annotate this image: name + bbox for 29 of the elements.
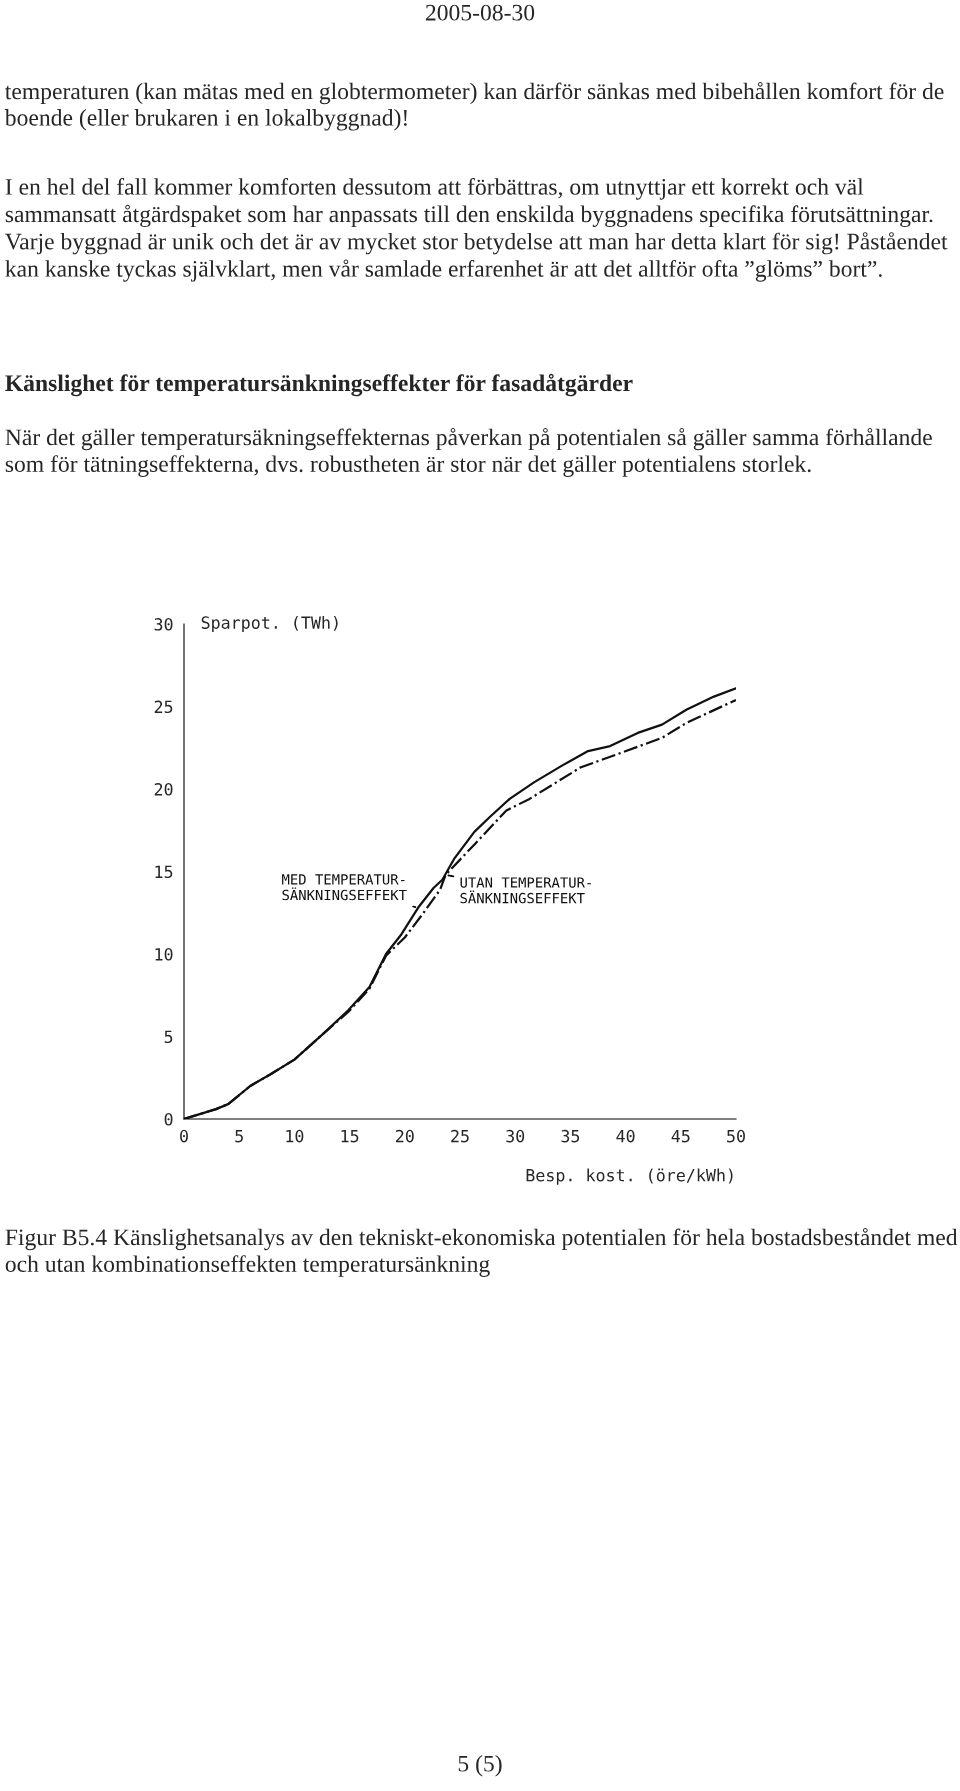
x-tick-label: 35 — [561, 1129, 580, 1143]
y-tick-label: 30 — [154, 618, 173, 631]
x-tick-label: 50 — [727, 1129, 745, 1143]
y-tick-label: 15 — [155, 865, 173, 879]
y-tick-label: 0 — [164, 1113, 173, 1126]
chart-title: Känslighet för temperatursänkningseffekter för fasadåtgärder — [5, 373, 633, 397]
x-tick-label: 40 — [616, 1129, 635, 1143]
x-tick-label: 20 — [396, 1129, 414, 1143]
x-tick-label: 0 — [180, 1129, 188, 1143]
x-tick-label: 45 — [671, 1130, 690, 1143]
x-tick-label: 25 — [451, 1129, 469, 1143]
text: Figur B5.4 Känslighetsanalys av den tekniskt-ekonomiska potentialen för hela bostadsbeståndet med och utan kombinationseffekten temperatursänkning — [5, 1228, 958, 1277]
series-label: MED TEMPERATUR- SÄNKNINGSEFFEKT — [282, 874, 407, 901]
series-label: UTAN TEMPERATUR- SÄNKNINGSEFFEKT — [460, 877, 591, 904]
x-tick-label: 5 — [235, 1130, 243, 1143]
text: I en hel del fall kommer komforten dessutom att förbättras, om utnyttjar ett korrekt och väl sammansatt åtgärdspaket som har anpassats till den enskilda byggnadens specifika förutsättningar. Varje byggnad är unik och det är av mycket stor betydelse att man har detta klart för sig! Påståendet kan kanske tyckas självklart, men vår samlade erfarenhet är att det alltför ofta ”glöms” bort”. — [5, 178, 948, 282]
y-tick-label: 10 — [155, 948, 173, 961]
text: 5 (5) — [458, 1755, 502, 1777]
y-tick-label: 5 — [164, 1030, 173, 1044]
x-axis-title: Besp. kost. (öre/kWh) — [526, 1168, 733, 1185]
y-tick-label: 25 — [154, 700, 173, 714]
y-axis-title: Sparpot. (TWh) — [201, 615, 338, 633]
text: temperaturen (kan mätas med en globtermometer) kan därför sänkas med bibehållen komfort för de boende (eller brukaren i en lokalbyggnad)! — [4, 82, 944, 131]
text: 2005-08-30 — [425, 4, 535, 21]
y-tick-label: 20 — [154, 783, 173, 796]
x-tick-label: 30 — [506, 1129, 525, 1143]
x-tick-label: 10 — [286, 1129, 304, 1143]
x-tick-label: 15 — [341, 1130, 359, 1143]
text: När det gäller temperatursäkningseffekternas påverkan på potentialen så gäller samma förhållande som för tätningseffekterna, dvs. robustheten är stor när det gäller potentialens storlek. — [5, 428, 932, 477]
